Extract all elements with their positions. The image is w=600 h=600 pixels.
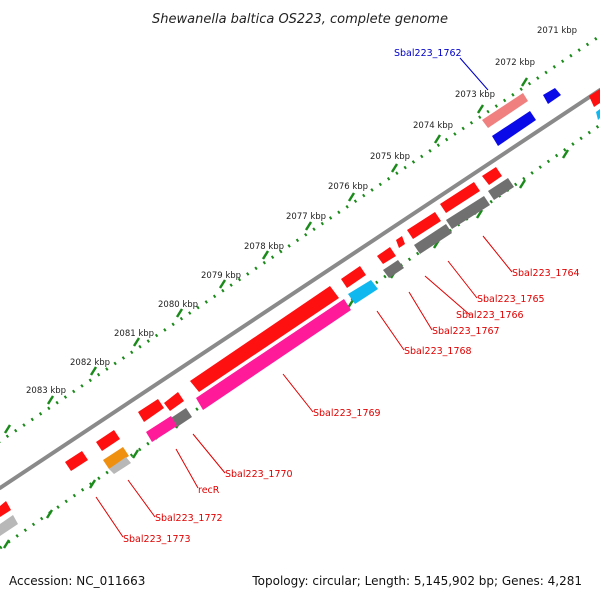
gene-1764[interactable] bbox=[488, 178, 514, 200]
gene-1769[interactable] bbox=[196, 299, 351, 410]
gene-label-1768[interactable]: Sbal223_1768 bbox=[404, 346, 472, 357]
gene-1772[interactable] bbox=[103, 447, 129, 469]
gene-label-1765[interactable]: Sbal223_1765 bbox=[477, 294, 545, 305]
gene-1765[interactable] bbox=[446, 196, 490, 229]
gene-label-1773[interactable]: Sbal223_1773 bbox=[123, 534, 191, 545]
gene-1770[interactable] bbox=[171, 408, 192, 427]
tick-label: 2081 kbp bbox=[114, 329, 154, 339]
outer-tick-track bbox=[0, 34, 600, 444]
gene-label-1762[interactable]: Sbal223_1762 bbox=[394, 48, 462, 59]
tick-label: 2078 kbp bbox=[244, 242, 284, 252]
gene-fwd[interactable] bbox=[164, 392, 184, 411]
gene-fwd[interactable] bbox=[65, 451, 88, 471]
gene-blue[interactable] bbox=[492, 111, 536, 146]
gene-labels: Sbal223_1762 Sbal223_1764 Sbal223_1765 S… bbox=[123, 48, 580, 545]
forward-genes bbox=[0, 88, 600, 517]
tick-label: 2072 kbp bbox=[495, 58, 535, 68]
tick-label: 2079 kbp bbox=[201, 271, 241, 281]
gene-1772-b[interactable] bbox=[109, 457, 131, 474]
tick-label: 2083 kbp bbox=[26, 386, 66, 396]
gene-1762[interactable] bbox=[482, 93, 528, 128]
gene-label-1770[interactable]: Sbal223_1770 bbox=[225, 469, 293, 480]
tick-label: 2080 kbp bbox=[158, 300, 198, 310]
gene-label-1769[interactable]: Sbal223_1769 bbox=[313, 408, 381, 419]
gene-fwd[interactable] bbox=[138, 399, 164, 422]
gene-edge-left[interactable] bbox=[0, 501, 11, 517]
gene-fwd[interactable] bbox=[190, 286, 339, 392]
gene-fwd[interactable] bbox=[96, 430, 120, 451]
reverse-genes bbox=[0, 109, 600, 536]
major-ticks bbox=[3, 77, 529, 434]
gene-blue-arrow[interactable] bbox=[543, 88, 561, 104]
gene-label-1772[interactable]: Sbal223_1772 bbox=[155, 513, 223, 524]
gene-fwd[interactable] bbox=[341, 266, 366, 288]
tick-label: 2076 kbp bbox=[328, 182, 368, 192]
gene-edge-right-cyan[interactable] bbox=[596, 109, 600, 120]
tick-label: 2074 kbp bbox=[413, 121, 453, 131]
gene-1767[interactable] bbox=[383, 260, 404, 278]
gene-label-1766[interactable]: Sbal223_1766 bbox=[456, 310, 524, 321]
tick-label: 2071 kbp bbox=[537, 26, 577, 36]
tick-labels: 2071 kbp 2072 kbp 2073 kbp 2074 kbp 2075… bbox=[26, 26, 577, 396]
gene-label-1764[interactable]: Sbal223_1764 bbox=[512, 268, 580, 279]
gene-edge-right[interactable] bbox=[589, 89, 600, 107]
gene-1773[interactable] bbox=[0, 515, 18, 536]
gene-label-recR[interactable]: recR bbox=[198, 485, 220, 496]
label-leaders bbox=[95, 57, 513, 538]
gene-1768[interactable] bbox=[348, 280, 378, 304]
tick-label: 2075 kbp bbox=[370, 152, 410, 162]
accession-text: Accession: NC_011663 bbox=[9, 574, 146, 588]
gene-1766[interactable] bbox=[414, 224, 452, 254]
gene-fwd[interactable] bbox=[377, 247, 396, 264]
gene-fwd[interactable] bbox=[482, 167, 502, 185]
map-title: Shewanella baltica OS223, complete genom… bbox=[152, 12, 448, 27]
gene-fwd[interactable] bbox=[407, 212, 441, 239]
gene-fwd[interactable] bbox=[440, 182, 480, 213]
tick-label: 2082 kbp bbox=[70, 358, 110, 368]
topology-text: Topology: circular; Length: 5,145,902 bp… bbox=[252, 574, 582, 588]
gene-fwd[interactable] bbox=[396, 236, 405, 248]
tick-label: 2077 kbp bbox=[286, 212, 326, 222]
gene-recR[interactable] bbox=[146, 416, 177, 442]
genome-backbone bbox=[0, 88, 600, 490]
gene-label-1767[interactable]: Sbal223_1767 bbox=[432, 326, 500, 337]
tick-label: 2073 kbp bbox=[455, 90, 495, 100]
